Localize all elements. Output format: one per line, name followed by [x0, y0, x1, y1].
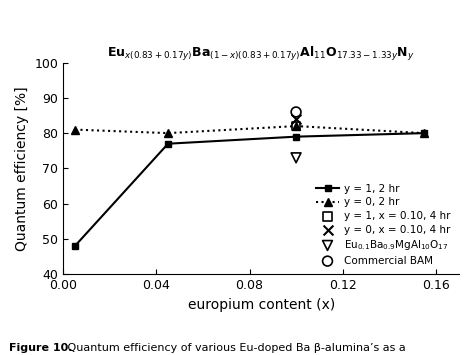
- Eu$_{0.1}$Ba$_{0.9}$MgAl$_{10}$O$_{17}$: [292, 155, 300, 161]
- Line: y = 1, 2 hr: y = 1, 2 hr: [72, 130, 428, 250]
- Commercial BAM: [292, 109, 300, 115]
- Legend: y = 1, 2 hr, y = 0, 2 hr, y = 1, x = 0.10, 4 hr, y = 0, x = 0.10, 4 hr, Eu$_{0.1: y = 1, 2 hr, y = 0, 2 hr, y = 1, x = 0.1…: [313, 180, 454, 269]
- Y-axis label: Quantum efficiency [%]: Quantum efficiency [%]: [15, 86, 29, 251]
- Line: y = 0, 2 hr: y = 0, 2 hr: [71, 122, 428, 137]
- y = 0, 2 hr: [421, 131, 427, 135]
- y = 1, 2 hr: [293, 135, 299, 139]
- y = 1, 2 hr: [72, 244, 78, 248]
- y = 1, 2 hr: [165, 142, 171, 146]
- y = 1, x = 0.10, 4 hr: [292, 123, 300, 129]
- y = 0, 2 hr: [293, 124, 299, 128]
- y = 0, 2 hr: [165, 131, 171, 135]
- X-axis label: europium content (x): europium content (x): [188, 297, 335, 312]
- Title: Eu$_{x(0.83+0.17y)}$Ba$_{(1-x)(0.83+0.17y)}$Al$_{11}$O$_{17.33-1.33y}$N$_y$: Eu$_{x(0.83+0.17y)}$Ba$_{(1-x)(0.83+0.17…: [107, 45, 415, 62]
- y = 0, 2 hr: [72, 127, 78, 132]
- Text: Figure 10.: Figure 10.: [9, 343, 73, 353]
- y = 0, x = 0.10, 4 hr: [292, 116, 300, 122]
- y = 1, 2 hr: [421, 131, 427, 135]
- Text: Quantum efficiency of various Eu-doped Ba β-alumina’s as a: Quantum efficiency of various Eu-doped B…: [64, 343, 406, 353]
